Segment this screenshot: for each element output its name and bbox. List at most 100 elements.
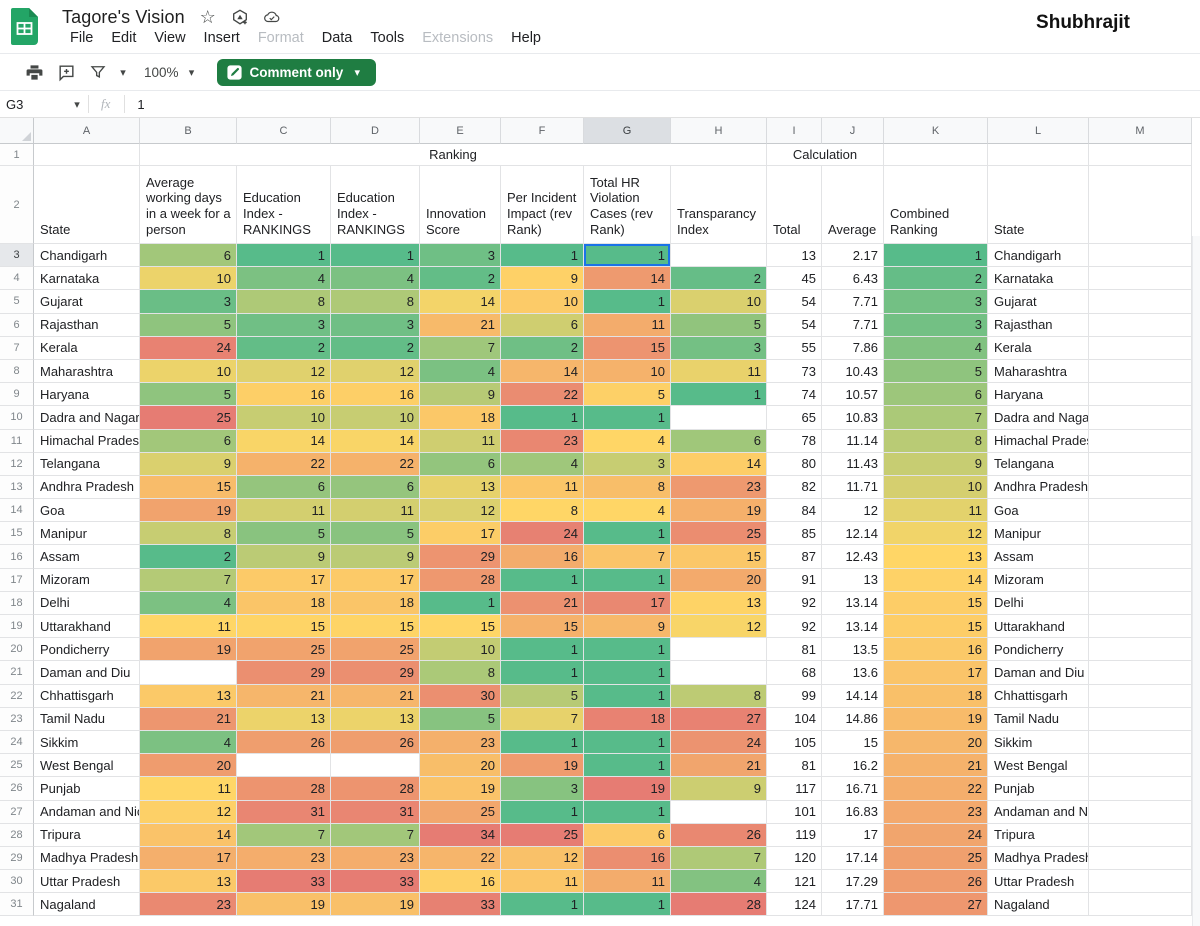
cell-F7[interactable]: 2 — [501, 336, 584, 360]
cell-J7[interactable]: 7.86 — [822, 336, 884, 360]
cell-C25[interactable] — [237, 754, 331, 778]
cell-K20[interactable]: 16 — [884, 638, 988, 662]
cell-H9[interactable]: 1 — [671, 383, 767, 407]
cell-J25[interactable]: 16.2 — [822, 754, 884, 778]
cell-G31[interactable]: 1 — [584, 893, 671, 917]
cell-B27[interactable]: 12 — [140, 800, 237, 824]
cell-L15[interactable]: Manipur — [988, 522, 1089, 546]
cell-E6[interactable]: 21 — [420, 313, 501, 337]
cell-I12[interactable]: 80 — [767, 452, 822, 476]
cell-C29[interactable]: 23 — [237, 846, 331, 871]
cell-D17[interactable]: 17 — [331, 568, 420, 592]
cell-B3[interactable]: 6 — [140, 244, 237, 268]
cell-F23[interactable]: 7 — [501, 707, 584, 731]
cell-K15[interactable]: 12 — [884, 522, 988, 546]
cell-G30[interactable]: 11 — [584, 870, 671, 894]
formula-input[interactable]: 1 — [137, 96, 145, 112]
cell-J10[interactable]: 10.83 — [822, 406, 884, 430]
cell-M11[interactable] — [1089, 429, 1192, 453]
cell-F29[interactable]: 12 — [501, 846, 584, 871]
cell-B24[interactable]: 4 — [140, 730, 237, 755]
row-header-18[interactable]: 18 — [0, 591, 34, 615]
cell-B25[interactable]: 20 — [140, 754, 237, 778]
cell-F20[interactable]: 1 — [501, 638, 584, 662]
cell-E17[interactable]: 28 — [420, 568, 501, 592]
row-header-29[interactable]: 29 — [0, 846, 34, 871]
cell-A3[interactable]: Chandigarh — [34, 244, 140, 268]
sheets-logo-icon[interactable] — [11, 8, 38, 45]
comment-only-button[interactable]: Comment only ▾ — [216, 58, 377, 86]
column-header-D[interactable]: D — [331, 118, 420, 144]
cell-K12[interactable]: 9 — [884, 452, 988, 476]
cell-D6[interactable]: 3 — [331, 313, 420, 337]
cell-L14[interactable]: Goa — [988, 499, 1089, 523]
cell-A8[interactable]: Maharashtra — [34, 359, 140, 384]
cell-C30[interactable]: 33 — [237, 870, 331, 894]
cell-H11[interactable]: 6 — [671, 429, 767, 453]
cell-F26[interactable]: 3 — [501, 777, 584, 801]
cell-I31[interactable]: 124 — [767, 893, 822, 917]
cell-B8[interactable]: 10 — [140, 359, 237, 384]
cell-J12[interactable]: 11.43 — [822, 452, 884, 476]
cell-D5[interactable]: 8 — [331, 290, 420, 314]
cell-M1[interactable] — [1089, 144, 1192, 166]
cell-K11[interactable]: 8 — [884, 429, 988, 453]
cell-K21[interactable]: 17 — [884, 661, 988, 685]
cell-B2[interactable]: Average working days in a week for a per… — [140, 166, 237, 244]
cell-K18[interactable]: 15 — [884, 591, 988, 615]
cell-I16[interactable]: 87 — [767, 545, 822, 569]
cell-E3[interactable]: 3 — [420, 244, 501, 268]
cell-G2[interactable]: Total HR Violation Cases (rev Rank) — [584, 166, 671, 244]
cell-G12[interactable]: 3 — [584, 452, 671, 476]
row-header-14[interactable]: 14 — [0, 499, 34, 523]
cell-D27[interactable]: 31 — [331, 800, 420, 824]
column-header-E[interactable]: E — [420, 118, 501, 144]
row-header-25[interactable]: 25 — [0, 754, 34, 778]
cell-J6[interactable]: 7.71 — [822, 313, 884, 337]
menu-edit[interactable]: Edit — [111, 30, 137, 46]
cell-F16[interactable]: 16 — [501, 545, 584, 569]
cell-H29[interactable]: 7 — [671, 846, 767, 871]
cell-B6[interactable]: 5 — [140, 313, 237, 337]
cell-I30[interactable]: 121 — [767, 870, 822, 894]
cell-M22[interactable] — [1089, 684, 1192, 708]
cell-B28[interactable]: 14 — [140, 823, 237, 847]
cell-L24[interactable]: Sikkim — [988, 730, 1089, 755]
menu-view[interactable]: View — [154, 30, 186, 46]
cell-C7[interactable]: 2 — [237, 336, 331, 360]
cell-J18[interactable]: 13.14 — [822, 591, 884, 615]
cell-I11[interactable]: 78 — [767, 429, 822, 453]
cell-L12[interactable]: Telangana — [988, 452, 1089, 476]
cell-K7[interactable]: 4 — [884, 336, 988, 360]
cell-F3[interactable]: 1 — [501, 244, 584, 268]
cell-M24[interactable] — [1089, 730, 1192, 755]
cell-L4[interactable]: Karnataka — [988, 267, 1089, 291]
cell-ranking-group[interactable]: Ranking — [140, 144, 767, 166]
cell-M2[interactable] — [1089, 166, 1192, 244]
cell-F18[interactable]: 21 — [501, 591, 584, 615]
cell-G24[interactable]: 1 — [584, 730, 671, 755]
cell-J27[interactable]: 16.83 — [822, 800, 884, 824]
cell-G13[interactable]: 8 — [584, 475, 671, 500]
cell-J30[interactable]: 17.29 — [822, 870, 884, 894]
cell-C27[interactable]: 31 — [237, 800, 331, 824]
row-header-2[interactable]: 2 — [0, 166, 34, 244]
cell-C19[interactable]: 15 — [237, 615, 331, 639]
cell-J19[interactable]: 13.14 — [822, 615, 884, 639]
cell-D24[interactable]: 26 — [331, 730, 420, 755]
row-header-28[interactable]: 28 — [0, 823, 34, 847]
row-header-16[interactable]: 16 — [0, 545, 34, 569]
cell-L11[interactable]: Himachal Pradesh — [988, 429, 1089, 453]
cell-E27[interactable]: 25 — [420, 800, 501, 824]
cell-G28[interactable]: 6 — [584, 823, 671, 847]
cell-D7[interactable]: 2 — [331, 336, 420, 360]
row-header-13[interactable]: 13 — [0, 475, 34, 500]
cell-E12[interactable]: 6 — [420, 452, 501, 476]
cell-D11[interactable]: 14 — [331, 429, 420, 453]
cell-C31[interactable]: 19 — [237, 893, 331, 917]
cell-J4[interactable]: 6.43 — [822, 267, 884, 291]
cell-B5[interactable]: 3 — [140, 290, 237, 314]
cell-D15[interactable]: 5 — [331, 522, 420, 546]
cell-I23[interactable]: 104 — [767, 707, 822, 731]
zoom-level[interactable]: 100% — [144, 64, 179, 80]
